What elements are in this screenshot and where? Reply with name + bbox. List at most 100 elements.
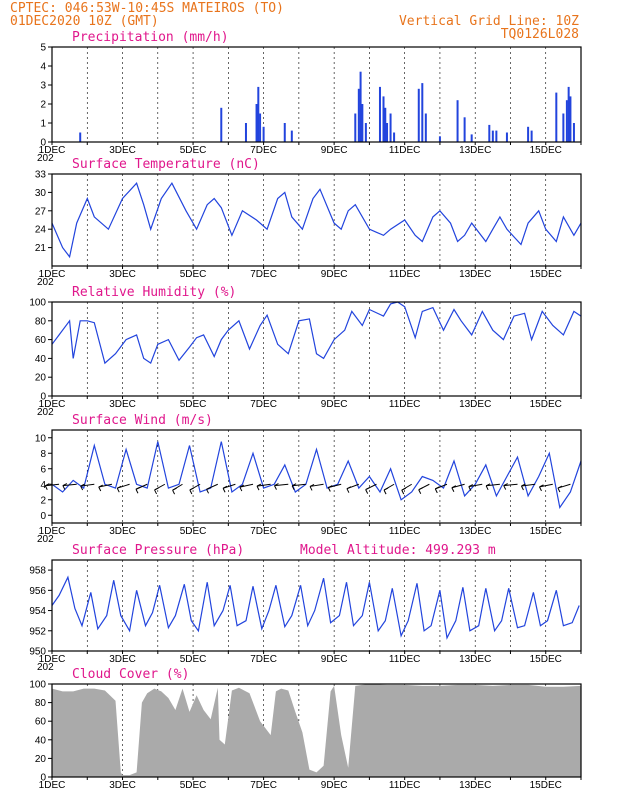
wind-arrow-head	[401, 489, 405, 495]
panel-frame	[51, 301, 582, 397]
wind-arrow-head	[503, 483, 508, 487]
x-tick-label: 5DEC	[180, 269, 207, 280]
x-tick-label: 15DEC	[530, 780, 562, 791]
x-tick-label: 3DEC	[109, 526, 136, 537]
x-tick-label: 15DEC	[530, 654, 562, 665]
precip-bar	[259, 113, 262, 142]
wind-arrow-head	[154, 489, 158, 495]
wind-arrow	[98, 483, 113, 488]
x-tick-label: 3DEC	[109, 654, 136, 665]
precip-bar	[417, 88, 420, 142]
wind-arrow-head	[418, 487, 423, 491]
precip-bar	[257, 86, 260, 142]
wind-arrow-head	[451, 485, 457, 489]
year-label: 202	[37, 153, 54, 164]
wind-arrow-head	[557, 485, 563, 489]
wind-arrow-head	[328, 485, 333, 488]
wind-arrow	[239, 483, 254, 488]
x-tick-label: 13DEC	[459, 780, 491, 791]
precip-bar	[495, 130, 498, 142]
y-tick-label: 60	[35, 717, 47, 728]
wind-arrow-head	[135, 489, 139, 494]
y-tick-label: 0	[40, 138, 46, 149]
panel-frame	[51, 429, 582, 524]
x-tick-label: 13DEC	[459, 399, 491, 410]
y-tick-label: 4	[40, 480, 46, 491]
wind-arrow-head	[80, 485, 84, 491]
panel-title: Cloud Cover (%)	[72, 667, 189, 682]
wind-arrow-head	[222, 488, 226, 493]
x-tick-label: 7DEC	[250, 399, 277, 410]
precip-bar	[572, 123, 575, 142]
wind-arrow-head	[365, 489, 369, 494]
precip-bar	[361, 104, 364, 142]
wind-arrow-head	[256, 485, 260, 491]
x-tick-label: 3DEC	[109, 145, 136, 156]
wind-arrow-head	[327, 487, 331, 492]
y-tick-label: 0	[40, 773, 46, 784]
y-tick-label: 6	[40, 464, 46, 475]
x-tick-label: 11DEC	[389, 780, 421, 791]
x-tick-label: 7DEC	[250, 654, 277, 665]
precip-bar	[562, 113, 565, 142]
year-label: 202	[37, 662, 54, 673]
x-tick-label: 1DEC	[39, 399, 66, 410]
x-tick-label: 11DEC	[389, 399, 421, 410]
x-tick-label: 9DEC	[321, 654, 348, 665]
wind-arrow-head	[383, 489, 387, 495]
x-tick-label: 5DEC	[180, 145, 207, 156]
precip-bar	[505, 132, 508, 142]
wind-arrow-head	[206, 489, 210, 494]
x-tick-label: 13DEC	[459, 269, 491, 280]
year-label: 202	[37, 407, 54, 418]
wind-arrow	[486, 483, 500, 487]
panel-title: Surface Wind (m/s)	[72, 413, 213, 428]
y-tick-label: 33	[35, 170, 47, 181]
y-tick-label: 100	[29, 298, 46, 309]
wind-arrow-head	[485, 483, 491, 487]
x-tick-label: 11DEC	[389, 526, 421, 537]
x-tick-label: 1DEC	[39, 526, 66, 537]
precip-bar	[565, 100, 568, 142]
wind-arrow-head	[172, 489, 176, 495]
wind-arrow-head	[346, 486, 352, 490]
x-tick-label: 13DEC	[459, 654, 491, 665]
precip-bar	[354, 113, 357, 142]
y-tick-label: 60	[35, 335, 47, 346]
wind-arrow-head	[309, 486, 313, 491]
x-tick-label: 9DEC	[321, 780, 348, 791]
x-tick-label: 11DEC	[389, 145, 421, 156]
wind-arrow-head	[117, 485, 122, 489]
y-tick-label: 27	[35, 206, 47, 217]
y-tick-label: 954	[29, 606, 46, 617]
x-tick-label: 5DEC	[180, 399, 207, 410]
y-tick-label: 0	[40, 392, 46, 403]
wind-arrow-head	[468, 484, 474, 488]
panel-title: Surface Pressure (hPa)	[72, 543, 244, 558]
x-tick-label: 5DEC	[180, 780, 207, 791]
wind-arrow-head	[521, 483, 526, 487]
precip-bar	[488, 124, 491, 142]
y-tick-label: 20	[35, 373, 47, 384]
precip-bar	[569, 96, 572, 142]
x-tick-label: 15DEC	[530, 399, 562, 410]
precip-bar	[389, 113, 392, 142]
wind-arrow-head	[62, 485, 66, 490]
y-tick-label: 21	[35, 243, 47, 254]
wind-arrow-head	[239, 484, 245, 488]
precip-bar	[220, 107, 223, 142]
wind-arrow-head	[189, 487, 195, 491]
precip-bar	[382, 96, 385, 142]
wind-arrow-head	[434, 488, 438, 494]
precip-bar	[384, 107, 387, 142]
precip-bar	[255, 104, 258, 142]
y-tick-label: 80	[35, 316, 47, 327]
wind-arrow-head	[503, 485, 507, 490]
wind-arrow-head	[291, 485, 295, 490]
wind-arrow-head	[451, 487, 455, 492]
y-tick-label: 0	[40, 511, 46, 522]
wind-arrow-head	[539, 486, 542, 492]
precip-bar	[424, 113, 427, 142]
wind-arrow	[309, 483, 324, 487]
wind-arrow	[274, 483, 289, 487]
